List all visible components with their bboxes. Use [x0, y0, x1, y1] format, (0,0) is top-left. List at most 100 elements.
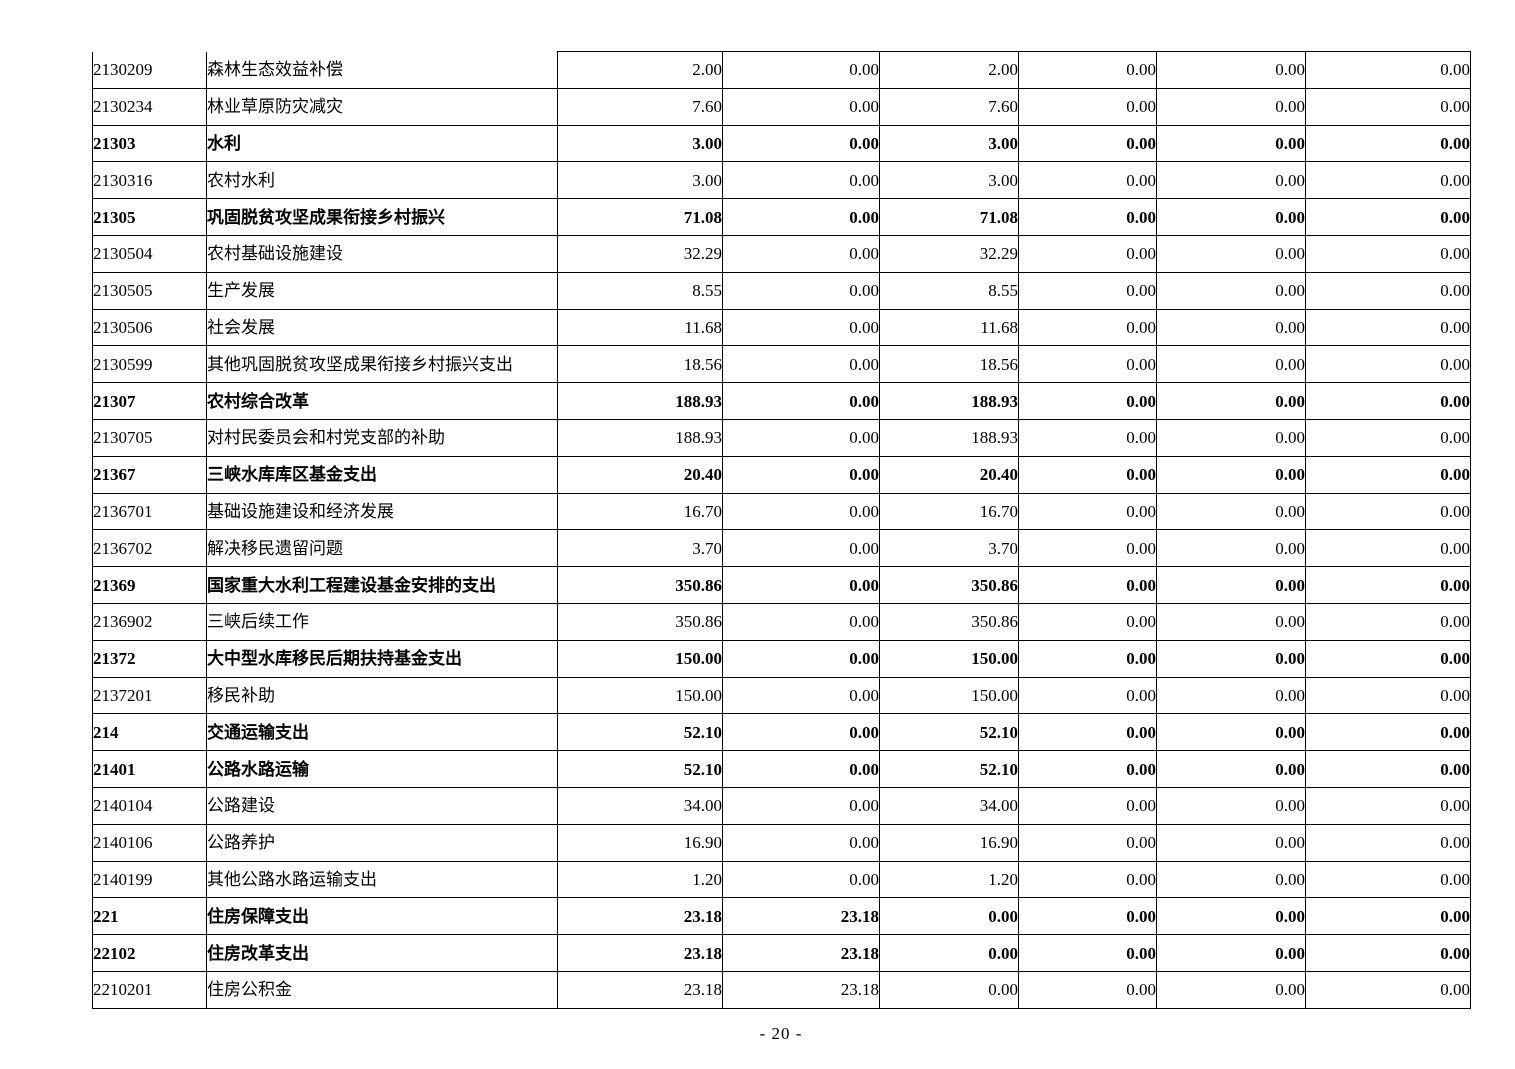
table-row: 2136701 基础设施建设和经济发展 16.70 0.00 16.70 0.00 0.00… [92, 492, 1471, 531]
cell-amount-3: 32.29 [879, 234, 1019, 273]
cell-code: 2130599 [92, 345, 207, 384]
cell-amount-5: 0.00 [1156, 639, 1306, 678]
cell-amount-2: 0.00 [722, 860, 880, 899]
cell-amount-6: 0.00 [1305, 970, 1471, 1009]
cell-code: 21401 [92, 750, 207, 788]
cell-amount-6: 0.00 [1305, 934, 1471, 972]
cell-amount-2: 0.00 [722, 602, 880, 641]
cell-amount-1: 23.18 [557, 897, 723, 936]
cell-name: 生产发展 [206, 271, 558, 310]
cell-amount-3: 20.40 [879, 455, 1019, 494]
cell-amount-6: 0.00 [1305, 639, 1471, 678]
cell-amount-6: 0.00 [1305, 750, 1471, 788]
cell-amount-2: 0.00 [722, 639, 880, 678]
table-row: 2130234 林业草原防灾减灾 7.60 0.00 7.60 0.00 0.00 0.00 [92, 87, 1471, 126]
cell-amount-1: 3.00 [557, 161, 723, 200]
cell-code: 21307 [92, 382, 207, 420]
cell-amount-3: 2.00 [879, 51, 1019, 89]
cell-name: 住房保障支出 [206, 897, 558, 936]
cell-amount-5: 0.00 [1156, 934, 1306, 972]
cell-name: 其他巩固脱贫攻坚成果衔接乡村振兴支出 [206, 345, 558, 384]
cell-amount-3: 188.93 [879, 418, 1019, 457]
cell-code: 214 [92, 713, 207, 752]
cell-amount-4: 0.00 [1018, 676, 1157, 715]
cell-amount-1: 150.00 [557, 639, 723, 678]
cell-amount-1: 350.86 [557, 566, 723, 604]
cell-code: 2137201 [92, 676, 207, 715]
cell-amount-2: 0.00 [722, 271, 880, 310]
cell-name: 社会发展 [206, 308, 558, 347]
cell-name: 公路养护 [206, 823, 558, 862]
page-number: - 20 - [759, 1024, 803, 1043]
cell-code: 2210201 [92, 970, 207, 1009]
cell-amount-4: 0.00 [1018, 529, 1157, 568]
cell-amount-6: 0.00 [1305, 529, 1471, 568]
cell-amount-2: 0.00 [722, 124, 880, 163]
table-row: 21303 水利 3.00 0.00 3.00 0.00 0.00 0.00 [92, 124, 1471, 163]
cell-amount-5: 0.00 [1156, 161, 1306, 200]
cell-amount-1: 350.86 [557, 602, 723, 641]
cell-amount-5: 0.00 [1156, 566, 1306, 604]
cell-amount-1: 8.55 [557, 271, 723, 310]
cell-code: 2140104 [92, 786, 207, 825]
cell-code: 221 [92, 897, 207, 936]
cell-name: 公路水路运输 [206, 750, 558, 788]
table-row: 2130705 对村民委员会和村党支部的补助 188.93 0.00 188.93 0.0… [92, 418, 1471, 457]
cell-amount-4: 0.00 [1018, 271, 1157, 310]
table-row: 21372 大中型水库移民后期扶持基金支出 150.00 0.00 150.00 0.00… [92, 639, 1471, 678]
cell-amount-5: 0.00 [1156, 529, 1306, 568]
cell-amount-5: 0.00 [1156, 271, 1306, 310]
cell-name: 住房改革支出 [206, 934, 558, 972]
cell-name: 其他公路水路运输支出 [206, 860, 558, 899]
cell-amount-3: 3.00 [879, 161, 1019, 200]
cell-amount-6: 0.00 [1305, 234, 1471, 273]
cell-amount-1: 3.00 [557, 124, 723, 163]
cell-amount-5: 0.00 [1156, 87, 1306, 126]
cell-amount-1: 3.70 [557, 529, 723, 568]
cell-amount-1: 71.08 [557, 198, 723, 236]
cell-code: 21372 [92, 639, 207, 678]
cell-amount-2: 0.00 [722, 566, 880, 604]
cell-amount-1: 32.29 [557, 234, 723, 273]
cell-name: 公路建设 [206, 786, 558, 825]
cell-amount-6: 0.00 [1305, 418, 1471, 457]
cell-code: 2130506 [92, 308, 207, 347]
cell-name: 对村民委员会和村党支部的补助 [206, 418, 558, 457]
cell-amount-2: 0.00 [722, 418, 880, 457]
cell-amount-2: 0.00 [722, 750, 880, 788]
cell-code: 2130209 [92, 51, 207, 89]
cell-amount-5: 0.00 [1156, 860, 1306, 899]
cell-amount-4: 0.00 [1018, 566, 1157, 604]
cell-amount-6: 0.00 [1305, 345, 1471, 384]
cell-amount-1: 188.93 [557, 382, 723, 420]
cell-amount-3: 3.70 [879, 529, 1019, 568]
cell-name: 农村综合改革 [206, 382, 558, 420]
cell-name: 林业草原防灾减灾 [206, 87, 558, 126]
cell-amount-2: 0.00 [722, 234, 880, 273]
cell-amount-6: 0.00 [1305, 161, 1471, 200]
table-row: 2130505 生产发展 8.55 0.00 8.55 0.00 0.00 0.00 [92, 271, 1471, 310]
cell-amount-2: 0.00 [722, 308, 880, 347]
cell-amount-5: 0.00 [1156, 308, 1306, 347]
cell-amount-5: 0.00 [1156, 970, 1306, 1009]
cell-amount-5: 0.00 [1156, 418, 1306, 457]
cell-code: 2140199 [92, 860, 207, 899]
cell-amount-6: 0.00 [1305, 455, 1471, 494]
cell-amount-5: 0.00 [1156, 750, 1306, 788]
cell-amount-4: 0.00 [1018, 308, 1157, 347]
cell-amount-6: 0.00 [1305, 87, 1471, 126]
cell-amount-4: 0.00 [1018, 382, 1157, 420]
table-row: 2140199 其他公路水路运输支出 1.20 0.00 1.20 0.00 0.00 0.0… [92, 860, 1471, 899]
cell-amount-2: 0.00 [722, 492, 880, 531]
cell-amount-5: 0.00 [1156, 198, 1306, 236]
cell-amount-2: 0.00 [722, 51, 880, 89]
cell-code: 22102 [92, 934, 207, 972]
cell-amount-6: 0.00 [1305, 566, 1471, 604]
cell-name: 农村水利 [206, 161, 558, 200]
cell-amount-2: 0.00 [722, 713, 880, 752]
table-row: 2130209 森林生态效益补偿 2.00 0.00 2.00 0.00 0.00 0.00 [92, 51, 1471, 89]
budget-table: 2130209 森林生态效益补偿 2.00 0.00 2.00 0.00 0.00 0.00 2… [92, 51, 1471, 1009]
cell-amount-3: 150.00 [879, 676, 1019, 715]
cell-amount-1: 150.00 [557, 676, 723, 715]
